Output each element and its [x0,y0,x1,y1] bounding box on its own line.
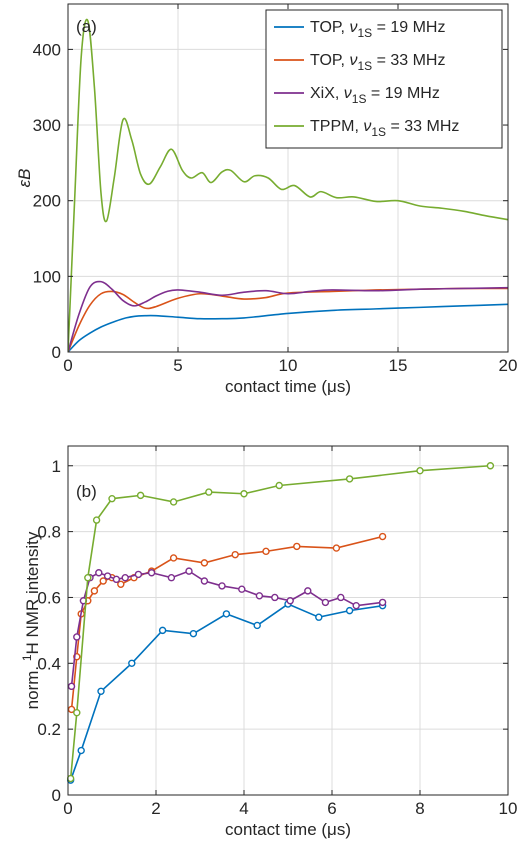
data-point [205,488,213,496]
legend-entry: XiX, ν1S = 19 MHz [310,85,440,106]
data-point [95,569,103,577]
y-axis-label: norm. 1H NMR intensity [20,531,42,709]
data-point [486,462,495,470]
data-point [97,687,105,695]
data-point [293,542,301,551]
data-point [90,587,99,595]
data-point [262,547,270,556]
x-tick-label: 6 [327,799,336,818]
legend-box [265,9,503,149]
data-point [117,580,125,588]
plot-frame [67,445,509,796]
y-tick-label: 1 [52,457,61,476]
data-point [253,621,261,630]
panel-label: (a) [76,17,97,36]
data-point [136,491,145,500]
data-point [169,554,178,562]
y-tick-label: 400 [33,40,61,59]
data-point [315,613,323,621]
data-point [222,610,231,618]
series-line-0 [68,303,508,352]
data-point [134,570,143,579]
series-line-1 [70,535,383,710]
legend-entry: TOP, ν1S = 19 MHz [310,19,445,40]
x-tick-label: 10 [499,799,518,818]
data-point [337,593,345,602]
y-tick-label: 0.8 [37,523,61,542]
legend-entry: TOP, ν1S = 33 MHz [310,52,445,73]
y-axis-label: εB [15,169,34,188]
data-point [67,682,76,691]
panel-label: (b) [76,482,97,501]
data-point [99,577,107,585]
legend: TOP, ν1S = 19 MHz TOP, ν1S = 33 MHz XiX, ν… [265,9,503,149]
y-tick-label: 0.4 [37,654,61,673]
data-point [73,633,81,641]
data-point [378,532,387,541]
data-point [73,708,81,717]
data-point [332,544,341,552]
x-tick-label: 5 [173,356,182,375]
series-line-2 [70,570,383,687]
data-point [77,746,85,755]
series-line-0 [69,603,383,781]
data-point [240,490,248,498]
data-point [304,587,312,595]
data-point [321,598,330,607]
data-point [286,597,294,605]
x-axis-label: contact time (μs) [225,820,351,839]
data-point [238,585,246,593]
y-tick-label: 0.6 [37,588,61,607]
x-tick-label: 0 [63,356,72,375]
data-point [185,567,193,575]
y-tick-label: 200 [33,192,61,211]
data-point [128,659,136,668]
data-point [345,475,354,483]
x-tick-label: 2 [151,799,160,818]
data-point [378,598,387,607]
x-tick-label: 15 [389,356,408,375]
data-point [255,592,264,600]
x-tick-label: 0 [63,799,72,818]
data-point [200,577,209,585]
y-tick-label: 0 [52,343,61,362]
y-tick-label: 0 [52,786,61,805]
y-tick-label: 300 [33,116,61,135]
x-tick-label: 4 [239,799,248,818]
series-line-3 [68,18,508,352]
x-tick-label: 20 [499,356,518,375]
data-point [345,606,354,615]
data-point [112,575,121,584]
data-point [218,582,226,590]
data-point [103,572,112,580]
series-line-2 [68,280,508,352]
data-point [167,573,176,582]
legend-entry: TPPM, ν1S = 33 MHz [310,118,459,139]
series-line-3 [69,464,491,779]
y-tick-label: 100 [33,267,61,286]
data-point [67,705,76,714]
data-point [200,559,209,567]
x-tick-label: 10 [279,356,298,375]
data-point [121,573,129,582]
data-point [84,573,92,582]
data-point [169,498,178,506]
data-point [158,626,167,635]
x-axis-label: contact time (μs) [225,377,351,396]
data-point [189,629,198,638]
data-point [147,569,156,577]
x-tick-label: 8 [415,799,424,818]
data-point [416,466,424,475]
data-point [92,516,101,524]
y-tick-label: 0.2 [37,720,61,739]
data-point [271,593,279,602]
data-point [275,481,283,490]
panel-b: 0 2 4 6 8 10 0 0.2 0.4 0.6 0.8 1 contact time (μs) no… [20,445,518,839]
data-point [66,774,75,783]
data-point [108,494,116,503]
data-point [231,550,239,559]
data-point [352,601,360,610]
